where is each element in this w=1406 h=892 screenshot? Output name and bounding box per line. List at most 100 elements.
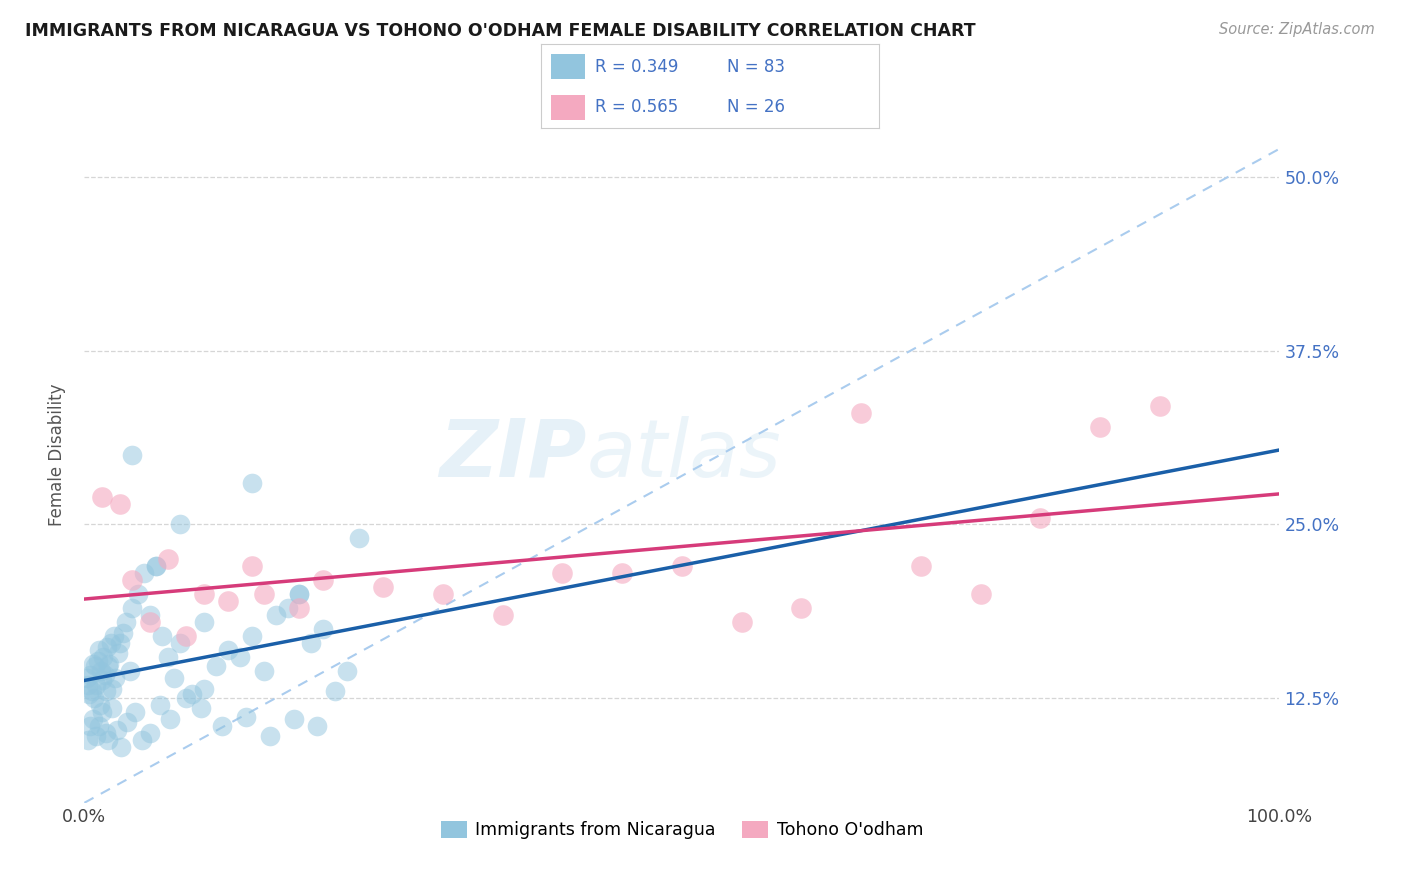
Point [139, 726, 162, 740]
Point [93, 667, 115, 681]
Point [217, 642, 239, 657]
Point [149, 698, 172, 713]
Text: R = 0.349: R = 0.349 [595, 58, 679, 76]
Point [1090, 420, 1112, 434]
Point [235, 709, 257, 723]
Point [264, 607, 287, 622]
Point [132, 566, 156, 581]
Point [80, 684, 103, 698]
Point [349, 532, 371, 546]
Point [86, 654, 108, 668]
Point [217, 594, 239, 608]
Point [970, 587, 993, 601]
Point [121, 573, 143, 587]
Point [100, 636, 122, 650]
Point [127, 587, 149, 601]
Point [240, 559, 263, 574]
Point [89, 698, 111, 713]
Point [163, 671, 186, 685]
Point [139, 607, 162, 622]
Text: IMMIGRANTS FROM NICARAGUA VS TOHONO O'ODHAM FEMALE DISABILITY CORRELATION CHART: IMMIGRANTS FROM NICARAGUA VS TOHONO O'OD… [25, 22, 976, 40]
Point [612, 566, 634, 581]
Point [90, 664, 112, 678]
Point [1029, 510, 1052, 524]
Point [157, 649, 180, 664]
Text: Source: ZipAtlas.com: Source: ZipAtlas.com [1219, 22, 1375, 37]
Point [283, 712, 305, 726]
Point [104, 671, 127, 685]
Point [325, 684, 347, 698]
Point [193, 615, 215, 629]
Point [118, 664, 141, 678]
Point [851, 406, 873, 420]
Point [671, 559, 693, 574]
Point [107, 646, 129, 660]
Point [91, 490, 114, 504]
Point [111, 626, 134, 640]
Point [76, 671, 98, 685]
Point [288, 587, 311, 601]
Point [373, 580, 395, 594]
Text: R = 0.565: R = 0.565 [595, 98, 679, 116]
Point [87, 719, 110, 733]
Point [79, 667, 101, 681]
Point [131, 733, 153, 747]
Point [115, 615, 138, 629]
Point [77, 733, 100, 747]
Point [211, 719, 233, 733]
Point [145, 559, 167, 574]
Y-axis label: Female Disability: Female Disability [48, 384, 66, 526]
Point [551, 566, 574, 581]
Point [87, 642, 110, 657]
Point [82, 712, 104, 726]
Point [169, 636, 191, 650]
Point [110, 636, 132, 650]
Point [193, 681, 215, 696]
Point [731, 615, 754, 629]
Point [79, 719, 101, 733]
Point [124, 706, 146, 720]
Point [121, 448, 143, 462]
Point [229, 649, 252, 664]
Text: N = 83: N = 83 [727, 58, 785, 76]
Point [288, 601, 311, 615]
Text: ZIP: ZIP [439, 416, 586, 494]
Text: N = 26: N = 26 [727, 98, 785, 116]
Point [169, 517, 191, 532]
Point [91, 706, 114, 720]
Point [98, 657, 121, 671]
Point [145, 559, 167, 574]
Text: atlas: atlas [586, 416, 782, 494]
Point [312, 573, 335, 587]
Bar [551, 54, 585, 79]
Point [77, 677, 100, 691]
Point [240, 629, 263, 643]
Point [86, 729, 108, 743]
Point [82, 657, 104, 671]
Point [159, 712, 181, 726]
Point [190, 701, 212, 715]
Point [105, 723, 128, 738]
Bar [551, 95, 585, 120]
Point [103, 629, 125, 643]
Point [193, 587, 215, 601]
Point [110, 740, 132, 755]
Point [86, 677, 108, 691]
Point [110, 497, 132, 511]
Point [181, 687, 204, 701]
Point [336, 664, 359, 678]
Point [259, 729, 281, 743]
Point [150, 629, 173, 643]
Point [121, 601, 143, 615]
Point [77, 687, 100, 701]
Point [174, 629, 197, 643]
Point [240, 475, 263, 490]
Point [101, 701, 124, 715]
Point [910, 559, 932, 574]
Point [205, 659, 228, 673]
Point [790, 601, 813, 615]
Point [96, 640, 118, 654]
Point [312, 622, 335, 636]
Point [277, 601, 299, 615]
Point [288, 587, 311, 601]
